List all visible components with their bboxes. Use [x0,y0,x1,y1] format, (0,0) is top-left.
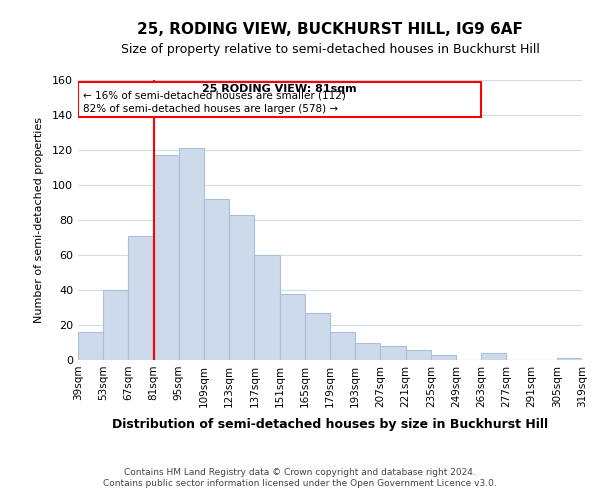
Bar [557,358,582,360]
Bar [380,346,406,360]
Bar [280,294,305,360]
Text: ← 16% of semi-detached houses are smaller (112): ← 16% of semi-detached houses are smalle… [83,90,346,100]
Bar [103,290,128,360]
Text: Contains HM Land Registry data © Crown copyright and database right 2024.
Contai: Contains HM Land Registry data © Crown c… [103,468,497,487]
Bar [305,313,330,360]
Bar [406,350,431,360]
Bar [204,199,229,360]
Text: 25, RODING VIEW, BUCKHURST HILL, IG9 6AF: 25, RODING VIEW, BUCKHURST HILL, IG9 6AF [137,22,523,38]
Bar [330,332,355,360]
Text: 82% of semi-detached houses are larger (578) →: 82% of semi-detached houses are larger (… [83,104,338,114]
FancyBboxPatch shape [78,82,481,116]
Bar [355,342,380,360]
X-axis label: Distribution of semi-detached houses by size in Buckhurst Hill: Distribution of semi-detached houses by … [112,418,548,431]
Bar [481,353,506,360]
Bar [154,155,179,360]
Text: Size of property relative to semi-detached houses in Buckhurst Hill: Size of property relative to semi-detach… [121,42,539,56]
Bar [431,355,456,360]
Text: 25 RODING VIEW: 81sqm: 25 RODING VIEW: 81sqm [202,84,357,94]
Bar [179,148,204,360]
Bar [254,255,280,360]
Bar [229,215,254,360]
Y-axis label: Number of semi-detached properties: Number of semi-detached properties [34,117,44,323]
Bar [78,332,103,360]
Bar [128,236,154,360]
